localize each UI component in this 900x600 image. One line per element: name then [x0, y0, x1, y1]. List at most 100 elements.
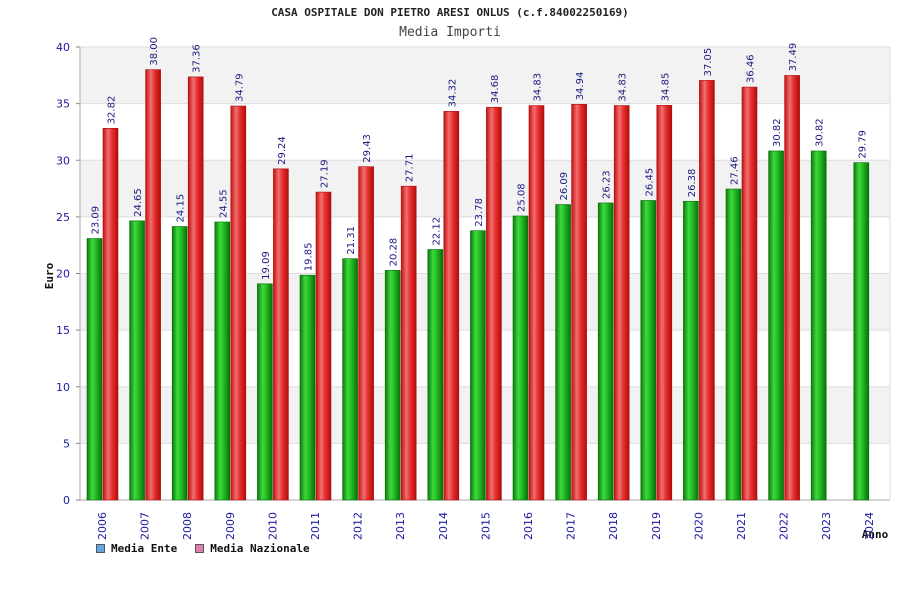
value-label-media-nazionale: 36.46: [746, 54, 757, 83]
value-label-media-nazionale: 37.36: [192, 44, 203, 73]
x-tick-label: 2009: [224, 512, 237, 540]
x-tick-label: 2007: [139, 512, 152, 540]
bar-media-ente: [257, 283, 273, 501]
y-tick-label: 25: [56, 211, 70, 224]
value-label-media-ente: 21.31: [346, 226, 357, 255]
value-label-media-ente: 23.09: [91, 206, 102, 235]
value-label-media-nazionale: 34.85: [660, 73, 671, 102]
legend-label-media-nazionale: Media Nazionale: [210, 542, 310, 555]
y-tick-label: 20: [56, 268, 70, 281]
value-label-media-nazionale: 34.83: [533, 73, 544, 102]
legend-swatch-media-ente: [96, 544, 105, 553]
value-label-media-ente: 22.12: [431, 217, 442, 246]
value-label-media-ente: 24.55: [218, 189, 229, 218]
value-label-media-nazionale: 34.83: [618, 73, 629, 102]
bar-media-ente: [640, 200, 657, 501]
value-label-media-nazionale: 34.32: [447, 79, 458, 108]
chart-subtitle: Media Importi: [399, 25, 501, 40]
bar-media-ente: [299, 274, 316, 501]
x-tick-label: 2024: [863, 512, 876, 540]
x-tick-label: 2017: [565, 512, 578, 540]
x-axis-label: Anno: [862, 528, 889, 541]
value-label-media-ente: 23.78: [474, 198, 485, 227]
y-tick-label: 5: [63, 437, 70, 450]
legend-item-media-ente: Media Ente: [96, 542, 177, 555]
bar-media-nazionale: [102, 128, 119, 501]
x-tick-label: 2008: [181, 512, 194, 540]
value-label-media-nazionale: 27.71: [405, 154, 416, 183]
bar-media-nazionale: [528, 105, 545, 501]
x-tick-label: 2014: [437, 512, 450, 540]
value-label-media-ente: 30.82: [815, 118, 826, 147]
chart-title: CASA OSPITALE DON PIETRO ARESI ONLUS (c.…: [271, 6, 629, 19]
value-label-media-ente: 26.23: [602, 170, 613, 199]
value-label-media-ente: 26.38: [687, 169, 698, 198]
value-label-media-nazionale: 37.05: [703, 48, 714, 77]
bar-media-nazionale: [358, 166, 374, 501]
bar-media-nazionale: [699, 80, 715, 501]
value-label-media-ente: 19.85: [304, 243, 315, 272]
legend-label-media-ente: Media Ente: [111, 542, 178, 555]
y-axis-label: Euro: [43, 262, 56, 289]
value-label-media-nazionale: 29.24: [277, 136, 288, 165]
bar-media-nazionale: [656, 105, 673, 501]
x-tick-label: 2013: [394, 512, 407, 540]
bar-media-nazionale: [486, 106, 502, 501]
bar-media-ente: [427, 249, 444, 501]
bar-media-nazionale: [784, 75, 800, 501]
value-label-media-ente: 24.65: [133, 188, 144, 217]
value-label-media-ente: 26.09: [559, 172, 570, 201]
value-label-media-ente: 29.79: [857, 130, 868, 159]
bar-media-nazionale: [273, 168, 289, 501]
bar-media-ente: [214, 221, 231, 501]
value-label-media-nazionale: 34.94: [575, 72, 586, 101]
y-tick-label: 10: [56, 381, 70, 394]
bar-media-ente: [512, 215, 529, 501]
value-label-media-ente: 24.15: [176, 194, 187, 223]
bar-media-ente: [768, 150, 784, 501]
value-label-media-ente: 30.82: [772, 118, 783, 147]
bar-media-ente: [555, 204, 571, 501]
bar-media-ente: [597, 202, 614, 501]
value-label-media-ente: 26.45: [644, 168, 655, 197]
value-label-media-ente: 27.46: [730, 156, 741, 185]
x-tick-label: 2018: [607, 512, 620, 540]
bar-media-ente: [86, 238, 103, 501]
value-label-media-nazionale: 34.68: [490, 75, 501, 104]
bar-media-nazionale: [571, 104, 587, 501]
value-label-media-nazionale: 38.00: [149, 37, 160, 66]
y-tick-label: 15: [56, 324, 70, 337]
legend-item-media-nazionale: Media Nazionale: [195, 542, 310, 555]
bar-media-ente: [470, 230, 486, 501]
x-tick-label: 2019: [650, 512, 663, 540]
legend: Media Ente Media Nazionale: [96, 542, 310, 555]
x-tick-label: 2022: [778, 512, 791, 540]
legend-swatch-media-nazionale: [195, 544, 205, 553]
bar-media-nazionale: [741, 86, 758, 501]
bar-media-ente: [683, 200, 699, 501]
x-tick-label: 2011: [309, 512, 322, 540]
bar-media-nazionale: [613, 105, 630, 501]
bar-media-ente: [810, 150, 827, 501]
bar-media-nazionale: [230, 105, 247, 501]
bar-media-nazionale: [315, 191, 332, 501]
bar-media-nazionale: [145, 69, 161, 501]
x-tick-label: 2020: [692, 512, 705, 540]
bar-media-ente: [171, 226, 188, 501]
value-label-media-nazionale: 27.19: [320, 159, 331, 188]
value-label-media-nazionale: 37.49: [788, 43, 799, 72]
value-label-media-nazionale: 34.79: [234, 73, 245, 102]
y-tick-label: 40: [56, 41, 70, 54]
value-label-media-ente: 20.28: [389, 238, 400, 267]
y-tick-label: 30: [56, 154, 70, 167]
x-tick-label: 2015: [479, 512, 492, 540]
y-tick-label: 0: [63, 494, 70, 507]
value-label-media-nazionale: 29.43: [362, 134, 373, 163]
bar-media-ente: [384, 270, 401, 501]
bar-media-ente: [129, 220, 145, 501]
y-tick-label: 35: [56, 98, 70, 111]
value-label-media-ente: 19.09: [261, 251, 272, 280]
x-tick-label: 2016: [522, 512, 535, 540]
x-tick-label: 2023: [820, 512, 833, 540]
